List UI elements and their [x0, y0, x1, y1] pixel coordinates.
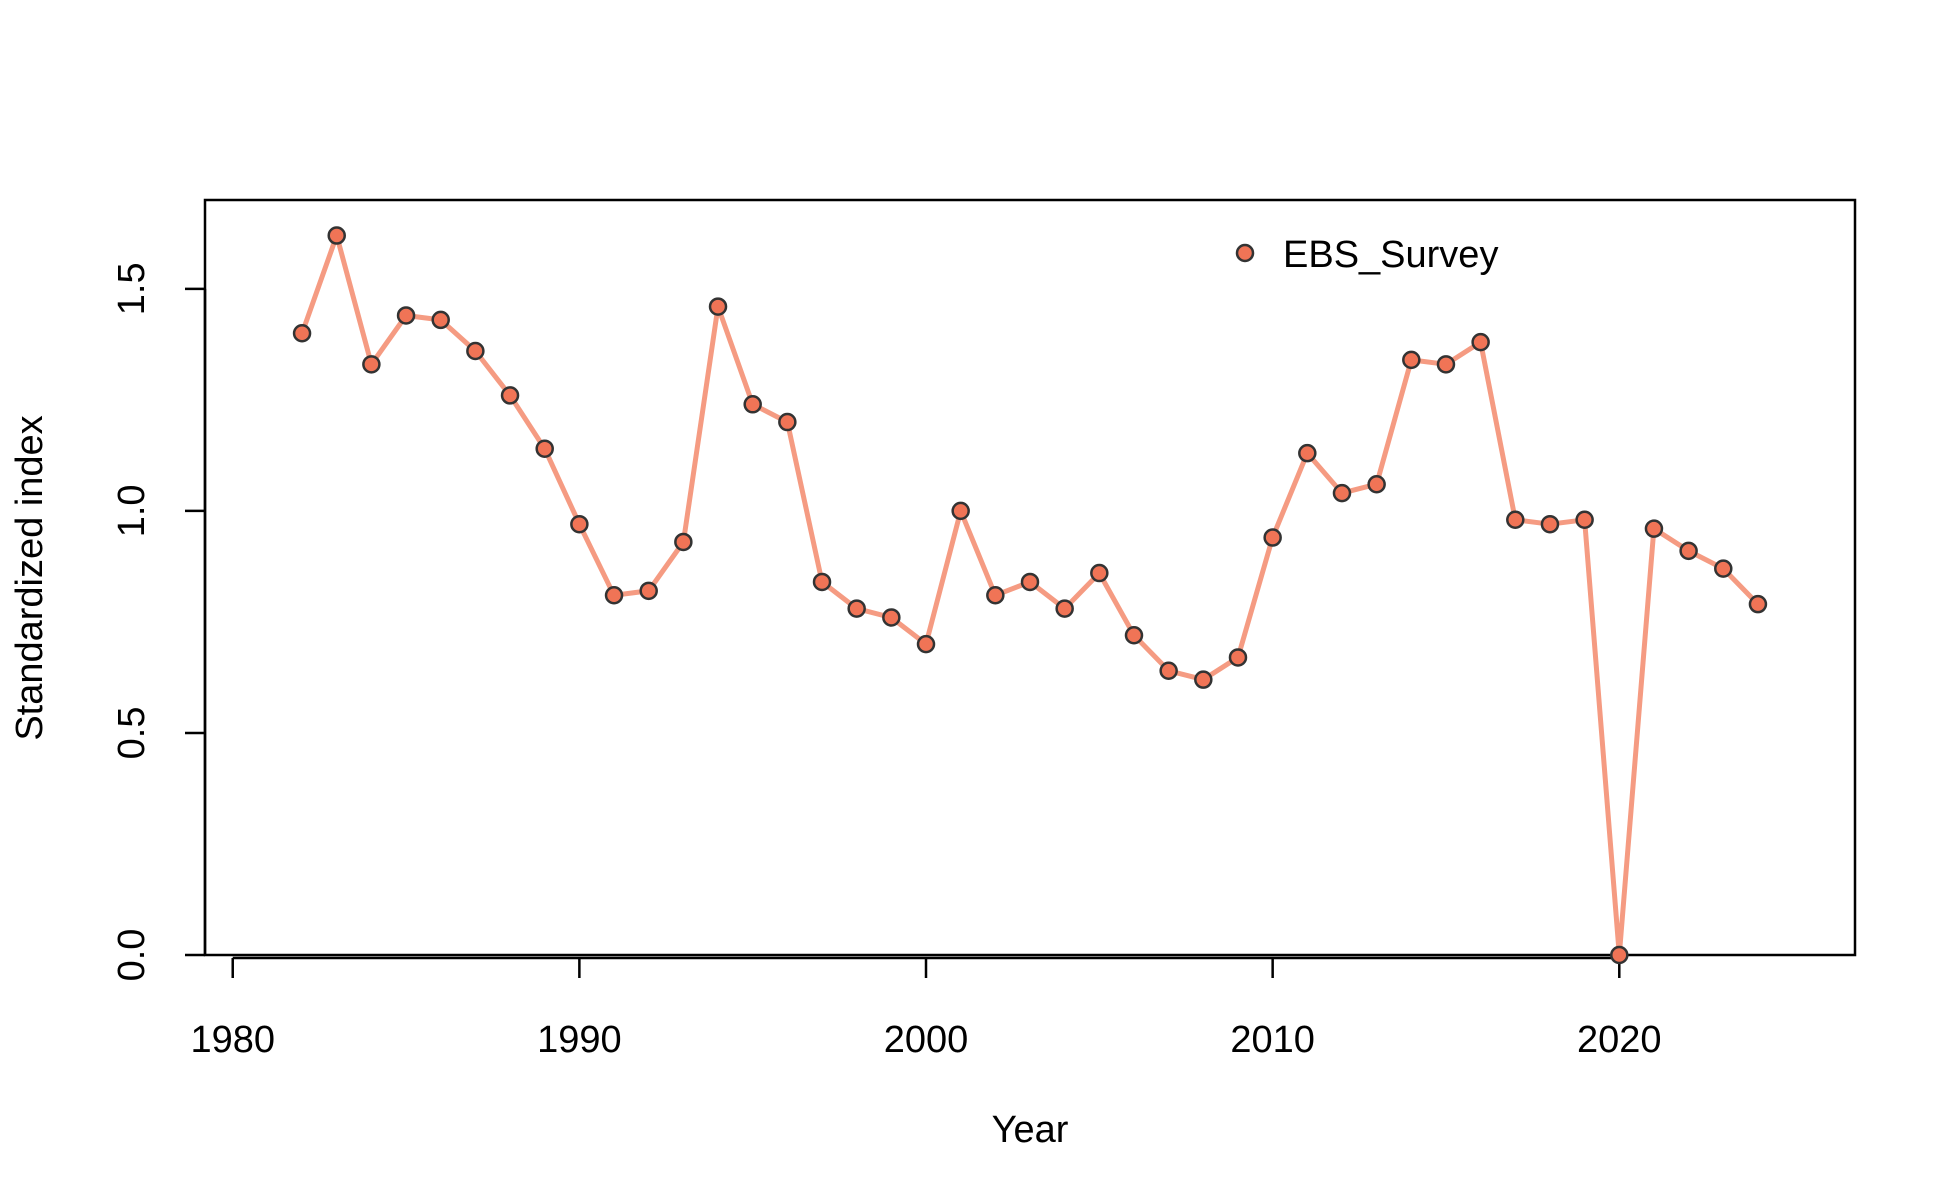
data-point — [1332, 483, 1352, 503]
data-point — [362, 355, 381, 374]
data-point — [327, 226, 346, 245]
data-point — [1090, 563, 1109, 583]
legend: EBS_Survey — [1235, 234, 1498, 276]
data-point — [778, 412, 797, 432]
data-point — [466, 341, 485, 361]
data-point — [1298, 443, 1317, 463]
data-point — [708, 297, 728, 316]
data-point — [1055, 599, 1074, 618]
data-point — [916, 634, 936, 654]
data-point — [812, 572, 832, 592]
data-point — [570, 514, 589, 534]
data-point — [535, 439, 554, 458]
data-point — [604, 586, 624, 605]
data-point — [1124, 625, 1144, 645]
data-point — [1714, 559, 1733, 578]
x-tick-label: 2020 — [1577, 1019, 1662, 1061]
y-tick-label: 0.0 — [111, 929, 153, 982]
legend-marker — [1235, 243, 1255, 263]
data-point — [1436, 355, 1456, 374]
data-point — [1575, 510, 1594, 530]
x-tick-label: 1990 — [537, 1019, 622, 1061]
series-line-group — [299, 233, 1761, 958]
data-point — [1402, 350, 1421, 370]
data-point — [882, 608, 901, 627]
legend-label: EBS_Survey — [1283, 234, 1498, 276]
data-point — [292, 323, 312, 343]
y-tick-label: 0.5 — [111, 707, 153, 760]
data-point — [1367, 474, 1386, 494]
x-tick-label: 2000 — [884, 1019, 969, 1061]
data-point — [1610, 945, 1629, 965]
data-point — [1263, 528, 1282, 547]
data-point — [743, 395, 762, 414]
data-point — [951, 501, 970, 521]
data-point — [396, 306, 416, 325]
data-point — [1194, 670, 1213, 689]
x-tick-label: 1980 — [190, 1019, 275, 1061]
y-axis: 0.0 0.5 1.0 1.5 — [111, 262, 207, 982]
data-point — [1228, 648, 1248, 667]
data-point — [1748, 594, 1768, 614]
data-point — [500, 386, 520, 405]
data-point — [431, 310, 450, 330]
data-point — [1644, 519, 1664, 538]
y-axis-title: Standardized index — [9, 415, 51, 740]
series-line — [299, 233, 1761, 958]
data-point — [1159, 661, 1178, 681]
y-tick-label: 1.0 — [111, 484, 153, 537]
series-points-group — [292, 226, 1768, 965]
data-point — [986, 586, 1005, 605]
data-point — [674, 532, 693, 552]
x-tick-label: 2010 — [1230, 1019, 1315, 1061]
data-point — [1020, 572, 1040, 592]
x-axis: 1980 1990 2000 2010 2020 — [190, 956, 1662, 1061]
data-point — [639, 581, 658, 601]
data-point — [1471, 332, 1490, 352]
y-tick-label: 1.5 — [111, 262, 153, 315]
data-point — [1540, 514, 1560, 534]
x-axis-title: Year — [992, 1109, 1069, 1151]
data-point — [847, 599, 866, 618]
data-point — [1506, 510, 1525, 530]
data-point — [1679, 541, 1698, 561]
